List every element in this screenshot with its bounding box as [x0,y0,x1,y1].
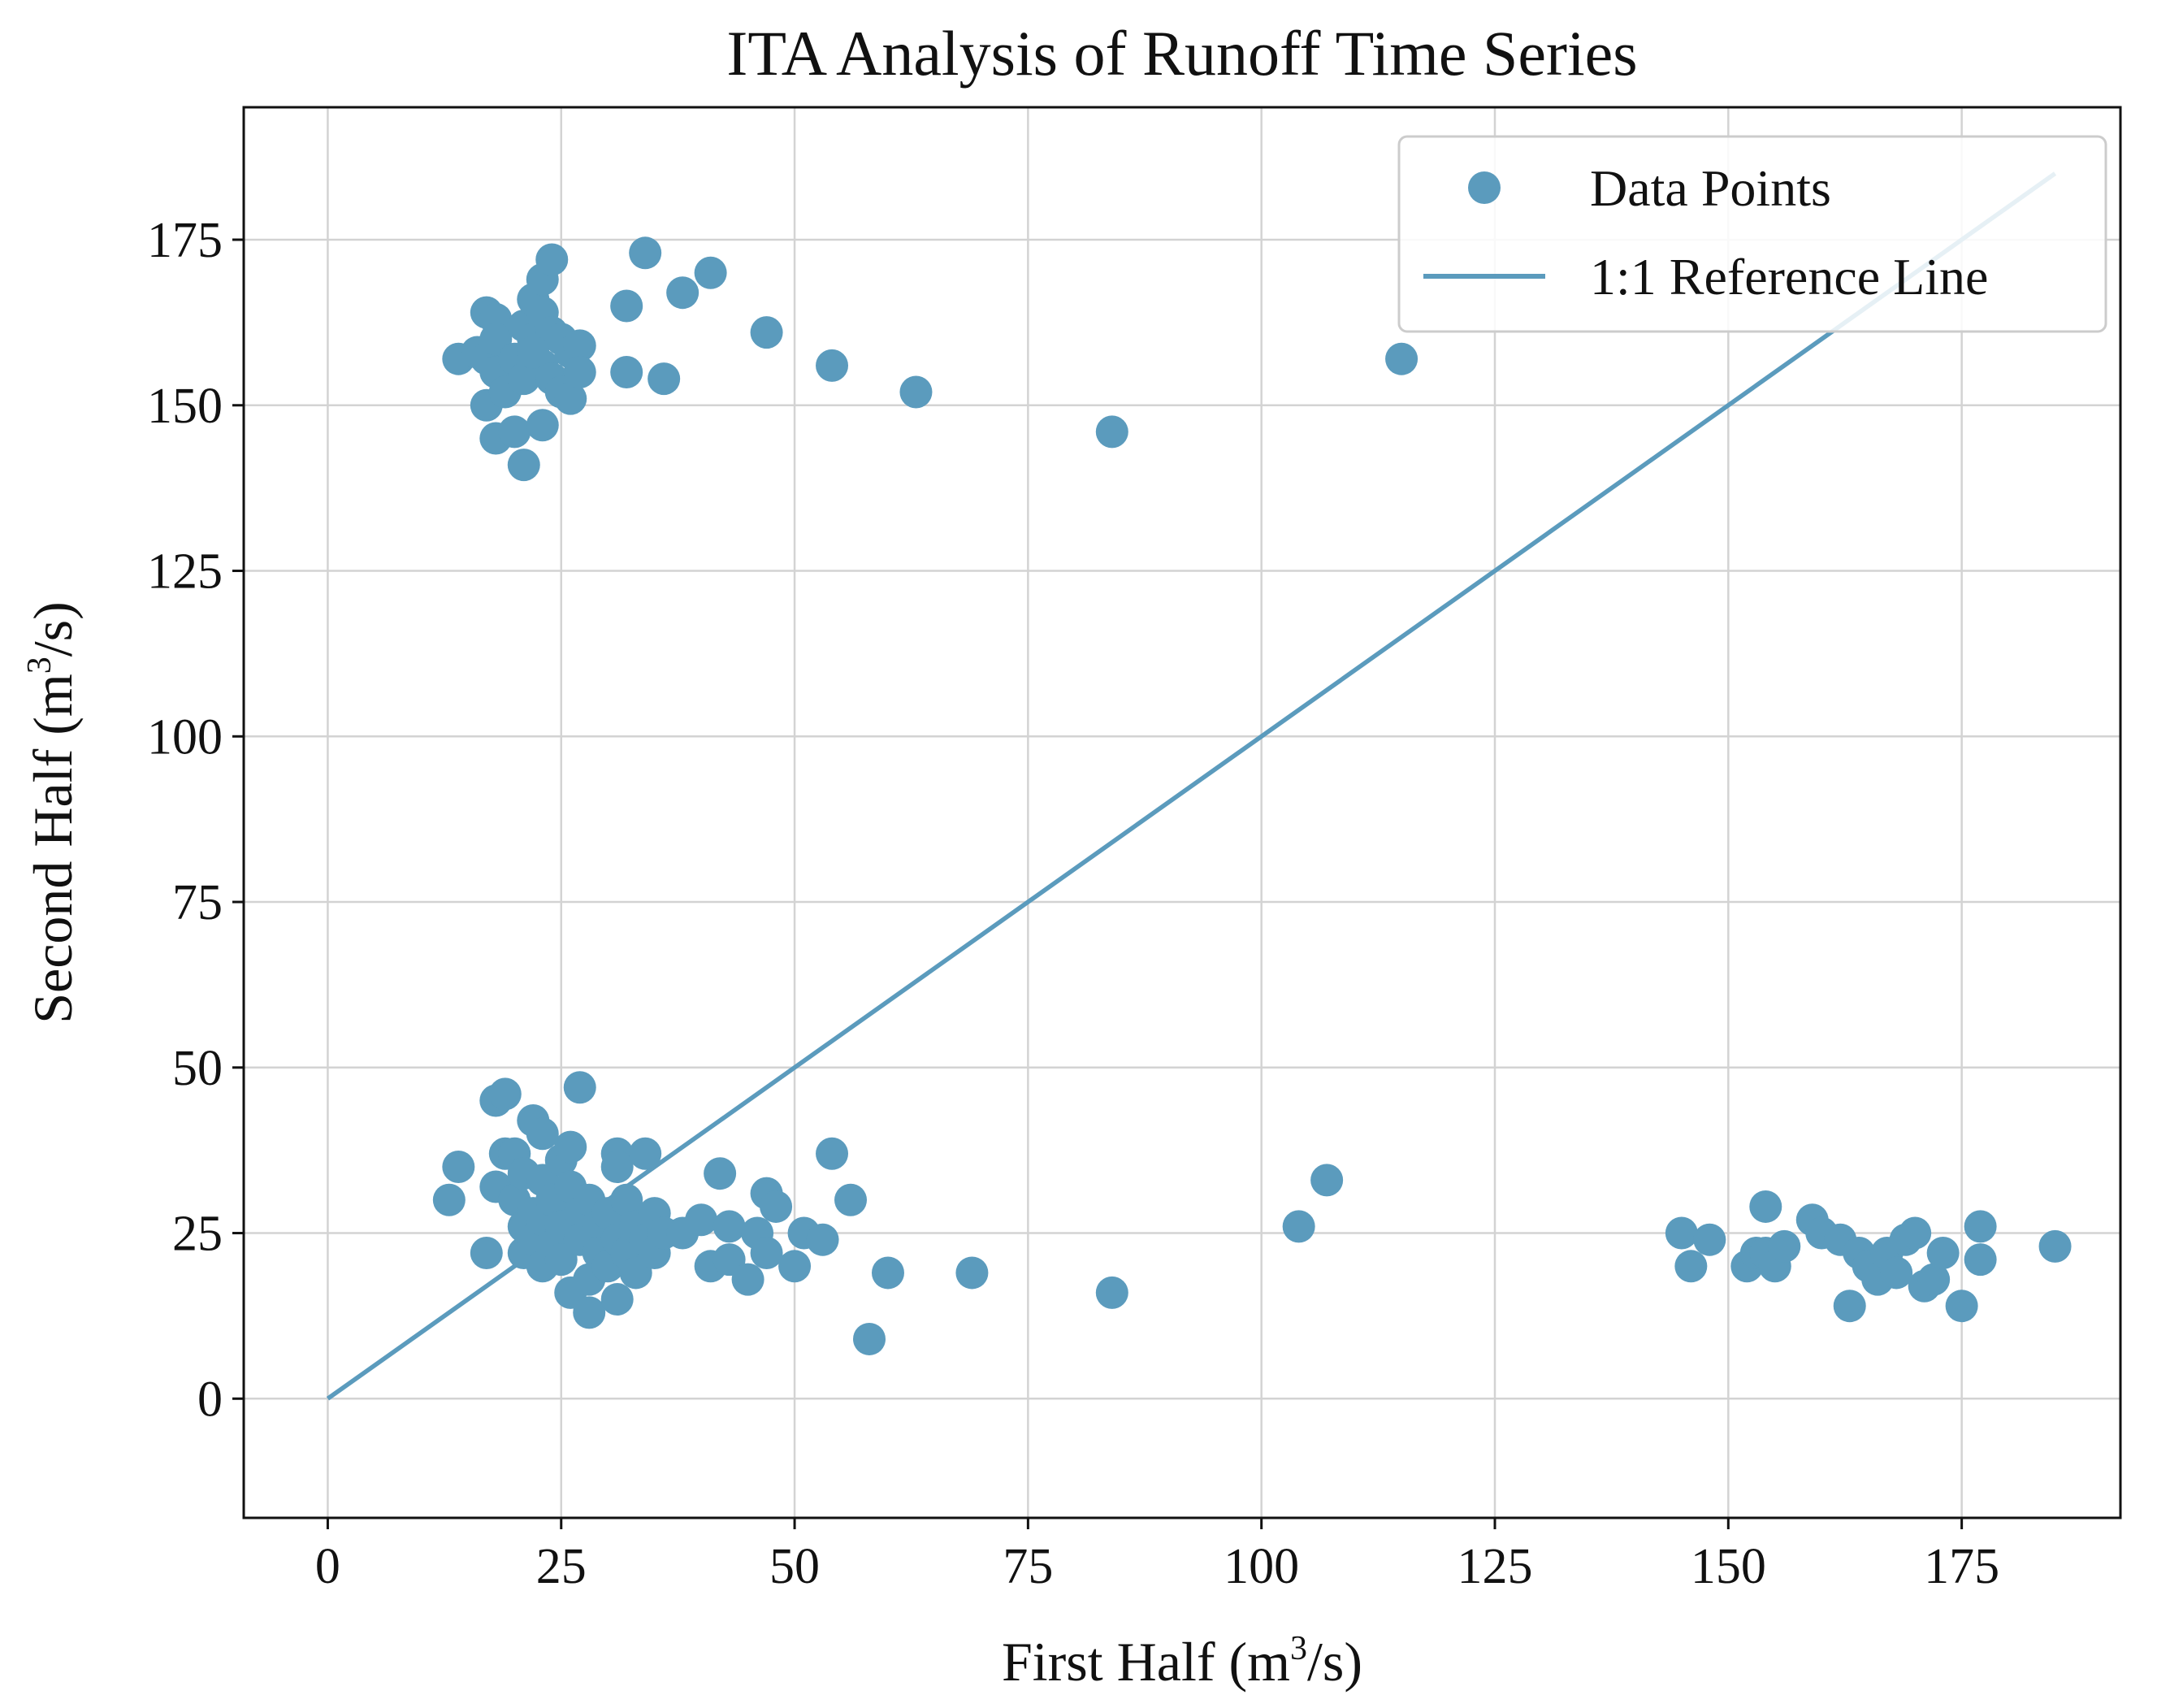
x-tick-label: 125 [1457,1539,1533,1594]
data-point [526,409,559,442]
legend-label-reference-line: 1:1 Reference Line [1590,248,1988,306]
x-tick-label: 0 [315,1539,340,1594]
data-point [750,316,783,349]
data-point [816,1137,849,1170]
data-point [610,289,643,323]
data-point [1833,1290,1866,1323]
data-point [1095,1276,1128,1309]
data-point [1693,1223,1726,1256]
data-point [853,1322,886,1355]
data-point [1310,1164,1344,1197]
x-axis-title-superscript: 3 [1290,1630,1307,1667]
data-point [1926,1236,1960,1269]
y-axis-title: Second Half (m3/s) [21,601,84,1024]
data-point [563,1071,596,1104]
data-point [2038,1229,2072,1263]
data-point [955,1256,989,1290]
x-axis-title-prefix: First Half (m [1002,1631,1290,1693]
data-point [806,1223,839,1256]
y-tick-label: 175 [147,213,223,268]
data-point [442,1151,475,1184]
x-tick-label: 175 [1924,1539,1999,1594]
x-tick-label: 50 [769,1539,820,1594]
data-point [600,1151,634,1184]
y-axis-title-prefix: Second Half (m [22,674,84,1024]
y-axis-title-superscript: 3 [21,657,58,674]
data-point [629,1137,662,1170]
data-point [750,1236,783,1269]
data-point [600,1283,634,1316]
data-points-layer [432,236,2072,1355]
data-point [629,236,662,270]
y-tick-label: 100 [147,709,223,765]
y-tick-label: 150 [147,379,223,434]
data-point [563,356,596,389]
plot-frame [242,106,2122,1519]
y-tick-label: 50 [172,1041,223,1096]
x-tick-label: 75 [1003,1539,1053,1594]
x-tick-label: 25 [536,1539,587,1594]
data-point [1674,1250,1708,1283]
data-point [563,329,596,362]
data-point [816,349,849,382]
data-point [1880,1256,1913,1290]
data-point [1095,415,1128,449]
data-point [554,1130,587,1164]
chart-title: ITA Analysis of Runoff Time Series [726,18,1637,89]
data-point [731,1263,764,1296]
data-point [498,415,531,449]
y-tick-label: 125 [147,544,223,600]
data-point [1945,1290,1978,1323]
data-point [526,1117,559,1151]
legend-label-data-points: Data Points [1590,159,1831,217]
data-point [1385,342,1419,375]
data-point [704,1157,737,1190]
data-point [610,1183,643,1216]
data-point [834,1183,868,1216]
data-point [666,276,700,310]
legend-marker-data-points [1468,171,1501,204]
grid [244,107,2120,1518]
data-point [517,336,550,369]
data-point [1665,1216,1698,1250]
data-point [899,375,933,409]
data-point [1282,1210,1315,1243]
y-tick-label: 0 [197,1372,223,1427]
data-point [1768,1229,1801,1263]
data-point [685,1203,718,1237]
y-axis-title-suffix: /s) [22,601,84,657]
y-tick-label: 75 [172,875,223,930]
data-point [470,1236,503,1269]
y-tick-label: 25 [172,1207,223,1262]
legend-box [1397,135,2107,333]
axis-ticks: 0 25 50 75 100 125 150 175 0 25 50 75 100 125 150 175 [147,213,1999,1594]
data-point [488,1077,522,1111]
data-point [760,1190,793,1223]
data-point [694,256,727,289]
data-point [1964,1210,1997,1243]
data-point [713,1210,746,1243]
x-axis-title-suffix: /s) [1307,1631,1362,1693]
legend: Data Points 1:1 Reference Line [1397,135,2107,333]
data-point [554,382,587,415]
data-point [507,449,540,482]
x-tick-label: 150 [1691,1539,1766,1594]
data-point [1899,1216,1932,1250]
data-point [432,1183,466,1216]
data-point [1917,1263,1951,1296]
data-point [1749,1190,1782,1223]
x-tick-label: 100 [1224,1539,1299,1594]
data-point [648,362,681,396]
data-point [573,1296,606,1329]
data-point [610,356,643,389]
data-point [871,1256,904,1290]
data-point [778,1250,812,1283]
x-axis-title: First Half (m3/s) [1002,1630,1362,1693]
data-point [1964,1243,1997,1277]
data-point [535,243,569,276]
